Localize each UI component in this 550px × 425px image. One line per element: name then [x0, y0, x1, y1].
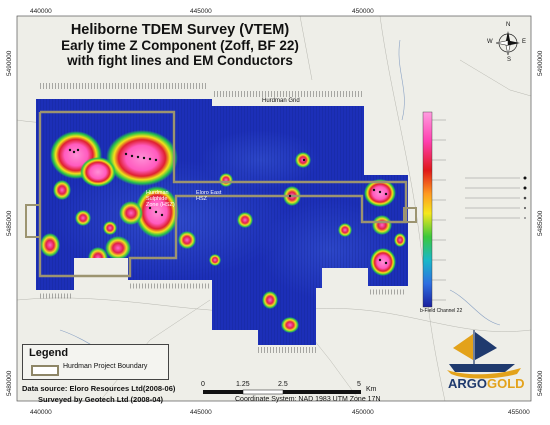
legend-boundary-swatch [31, 365, 59, 376]
colorbar-ticks [432, 119, 446, 301]
argo-gold-logo: ARGOGOLD [448, 376, 525, 391]
scale-tick: 0 [201, 381, 205, 388]
y-coord-left: 5485000 [6, 210, 13, 236]
y-coord-right: 5480000 [537, 370, 544, 396]
scale-tick: 1.25 [236, 381, 250, 388]
compass-n: N [506, 22, 511, 28]
hurdman-zone-label: Hurdman Sulphide Zone (HSZ) [146, 190, 175, 208]
y-coord-right: 5490000 [537, 50, 544, 76]
y-coord-left: 5490000 [6, 50, 13, 76]
legend-box: Legend Hurdman Project Boundary [22, 344, 169, 380]
compass-s: S [507, 57, 512, 63]
em-conductors [68, 148, 388, 265]
colorbar-title: b-Field Channel 22 [420, 308, 463, 314]
map-subtitle-2: with fight lines and EM Conductors [67, 53, 293, 68]
flight-line-ticks [40, 83, 406, 353]
survey-credit: Surveyed by Geotech Ltd (2008-04) [38, 395, 164, 404]
scale-tick: 2.5 [278, 381, 288, 388]
legend-item-label: Hurdman Project Boundary [63, 363, 148, 370]
data-source: Data source: Eloro Resources Ltd(2008-06… [22, 384, 176, 393]
x-coord-bottom: 450000 [352, 409, 374, 416]
compass-rose-icon [495, 31, 520, 56]
scale-tick: 5 [357, 381, 361, 388]
legend-title: Legend [29, 347, 69, 359]
scale-bar [203, 389, 361, 395]
x-coord-top: 440000 [30, 8, 52, 15]
coordinate-system: Coordinate System: NAD 1983 UTM Zone 17N [235, 396, 381, 403]
y-coord-right: 5485000 [537, 210, 544, 236]
boundary-west-claim [25, 204, 41, 238]
x-coord-bottom: 440000 [30, 409, 52, 416]
compass-w: W [487, 39, 493, 45]
boundary-east-claim [403, 207, 417, 223]
x-coord-bottom: 455000 [508, 409, 530, 416]
eloro-zone-label: Eloro East HSZ [196, 190, 222, 202]
argo-ship-icon [447, 330, 521, 379]
compass-e: E [522, 39, 527, 45]
conductor-legend [465, 176, 527, 219]
x-coord-top: 450000 [352, 8, 374, 15]
hurdman-grid-label: Hurdman Grid [262, 98, 300, 104]
project-boundary [38, 110, 408, 278]
x-coord-top: 445000 [190, 8, 212, 15]
logo-text-gold: GOLD [487, 376, 525, 391]
x-coord-bottom: 445000 [190, 409, 212, 416]
logo-text-argo: ARGO [448, 376, 487, 391]
colorbar [422, 111, 433, 308]
map-title: Heliborne TDEM Survey (VTEM) [70, 22, 290, 38]
y-coord-left: 5480000 [6, 370, 13, 396]
map-frame [16, 15, 532, 402]
scale-unit: Km [366, 386, 377, 393]
map-subtitle: Early time Z Component (Zoff, BF 22) [61, 38, 299, 53]
